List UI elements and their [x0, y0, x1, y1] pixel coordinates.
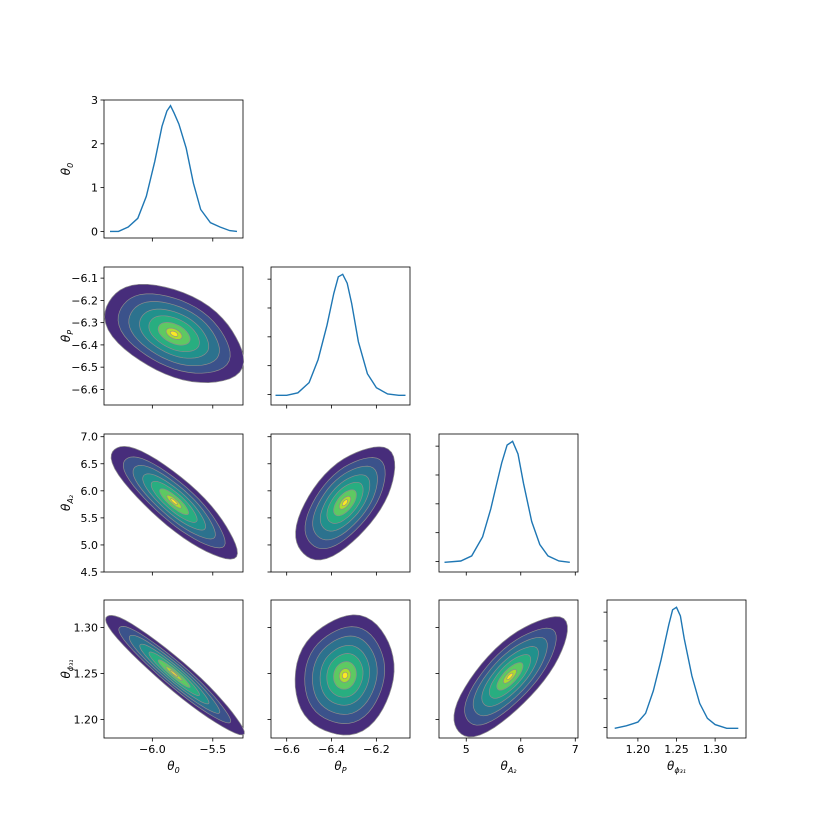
marginal-density-line-thetaA2: [444, 440, 570, 563]
joint-panel-theta0-thetaA2: [103, 433, 244, 573]
x-axis-label-thetaPhi31: θϕ₃₁: [667, 759, 686, 775]
contour-peak: [506, 672, 514, 680]
y-tick-label: 7.0: [81, 431, 99, 444]
x-axis-label-thetaP: θP: [334, 759, 346, 775]
y-axis-label-main: θ: [59, 671, 73, 679]
y-tick-label: −6.5: [71, 361, 98, 374]
x-tick-label: −5.5: [199, 743, 226, 756]
panel-frame: [438, 433, 579, 573]
y-axis-label-thetaPhi31: θϕ₃₁: [59, 659, 75, 678]
x-axis-label-sub: 0: [175, 766, 180, 775]
marginal-panel-thetaA2: [438, 433, 579, 573]
x-axis-label-sub: ϕ₃₁: [674, 766, 686, 775]
y-tick-label: −6.1: [71, 272, 98, 285]
contour-peak: [342, 499, 349, 507]
marginal-density-line-theta0: [110, 104, 238, 233]
axis-ticks-r1c1: [267, 278, 377, 409]
y-tick-label: 1.20: [74, 714, 99, 727]
y-tick-label: −6.2: [71, 294, 98, 307]
y-tick-label: 3: [91, 94, 98, 107]
y-axis-label-main: θ: [59, 503, 73, 511]
axis-ticks-r0c0: 0 1 2 3: [91, 94, 214, 242]
y-tick-label: 4.5: [81, 566, 99, 579]
x-axis-label-sub: P: [342, 766, 347, 775]
x-tick-label: −6.2: [363, 743, 390, 756]
y-axis-label-main: θ: [59, 167, 73, 175]
x-tick-label: 5: [463, 743, 470, 756]
y-tick-label: 1: [91, 182, 98, 195]
marginal-density-line-thetaPhi31: [614, 606, 739, 729]
joint-panel-theta0-thetaP: [103, 266, 245, 406]
y-axis-label-thetaP: θP: [59, 330, 75, 342]
panel-frame: [103, 99, 244, 239]
axis-ticks-r3c1: −6.6 −6.4 −6.2: [267, 627, 390, 756]
marginal-density-line-thetaP: [275, 273, 406, 396]
x-tick-label: −6.0: [139, 743, 166, 756]
contour-peak: [170, 670, 179, 678]
x-axis-label-main: θ: [500, 759, 508, 773]
x-tick-label: 7: [572, 743, 579, 756]
y-tick-label: 5.0: [81, 539, 99, 552]
joint-panel-thetaP-thetaA2: [270, 433, 411, 573]
y-tick-label: 1.25: [74, 668, 99, 681]
y-tick-label: −6.6: [71, 383, 98, 396]
y-axis-label-sub: ϕ₃₁: [66, 659, 75, 671]
y-tick-label: 6.0: [81, 485, 99, 498]
axis-ticks-r3c2: 5 6 7: [435, 627, 579, 756]
y-tick-label: 1.30: [74, 622, 99, 635]
x-axis-label-theta0: θ0: [167, 759, 179, 775]
y-axis-label-sub: 0: [66, 163, 75, 168]
marginal-panel-thetaP: [270, 266, 411, 406]
joint-panel-thetaP-thetaPhi31: [270, 599, 411, 739]
axis-ticks-r2c0: 4.5 5.0 5.5 6.0 6.5 7.0: [81, 431, 214, 579]
y-tick-label: 0: [91, 225, 98, 238]
x-tick-label: 1.25: [664, 743, 689, 756]
y-axis-label-sub: A₂: [66, 494, 75, 504]
x-axis-label-thetaA2: θA₂: [500, 759, 517, 775]
y-tick-label: 2: [91, 138, 98, 151]
y-tick-label: −6.4: [71, 339, 98, 352]
axis-ticks-r2c2: [435, 445, 576, 576]
y-tick-label: −6.3: [71, 317, 98, 330]
x-tick-label: −6.4: [318, 743, 345, 756]
joint-panel-theta0-thetaPhi31: [103, 599, 245, 739]
contour-peak: [170, 330, 179, 337]
panels-layer: 0 1 2 3 −6.6 −6.5 −6.4 −6.3 −6.2 −6.1 4.5 5.0 5.5 6.0…: [59, 94, 747, 775]
x-axis-label-sub: A₂: [507, 766, 517, 775]
panel-frame: [606, 599, 747, 739]
panel-frame: [270, 266, 411, 406]
y-axis-label-theta0: θ0: [59, 163, 75, 175]
y-tick-label: 5.5: [81, 512, 99, 525]
x-axis-label-main: θ: [167, 759, 175, 773]
y-tick-label: 6.5: [81, 458, 99, 471]
y-axis-label-sub: P: [66, 330, 75, 335]
x-axis-label-main: θ: [667, 759, 675, 773]
x-axis-label-main: θ: [334, 759, 342, 773]
axis-ticks-r3c0: −6.0 −5.5 1.20 1.25 1.30: [74, 622, 227, 756]
axis-ticks-r2c1: [267, 436, 377, 576]
contour-peak: [342, 671, 349, 679]
axis-ticks-r3c3: 1.20 1.25 1.30: [603, 611, 728, 756]
marginal-panel-theta0: [103, 99, 244, 239]
marginal-panel-thetaPhi31: [606, 599, 747, 739]
contour-peak: [170, 498, 178, 505]
y-axis-label-main: θ: [59, 334, 73, 342]
joint-panel-thetaA2-thetaPhi31: [438, 599, 579, 739]
x-tick-label: 6: [517, 743, 524, 756]
x-tick-label: 1.20: [626, 743, 651, 756]
axis-ticks-r1c0: −6.6 −6.5 −6.4 −6.3 −6.2 −6.1: [71, 272, 214, 409]
y-axis-label-thetaA2: θA₂: [59, 494, 75, 511]
x-tick-label: 1.30: [703, 743, 728, 756]
x-tick-label: −6.6: [273, 743, 300, 756]
